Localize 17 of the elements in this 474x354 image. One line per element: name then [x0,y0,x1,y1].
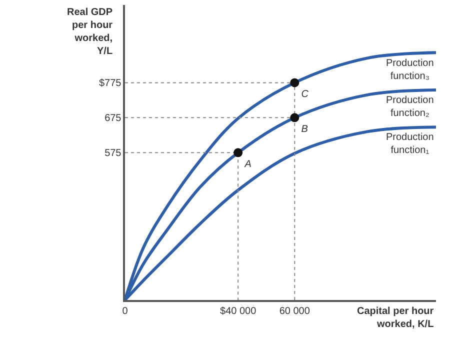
point [290,113,300,122]
point [234,148,243,158]
annotation: C [301,88,310,100]
y-tick-label: 575 [104,148,122,160]
x-tick-label: 0 [122,306,128,317]
x-axis-title: Capital per hour worked, K/L [357,306,434,330]
x-tick-label: $40 000 [220,306,257,317]
y-axis-title: Real GDP per hour worked, Y/L [67,7,113,57]
series-label: Production function₃ [386,58,434,82]
y-tick-label: $775 [99,78,122,90]
y-tick-label: 675 [104,113,122,124]
series-label: Production function₁ [386,132,434,156]
point [290,78,300,88]
annotation: B [301,124,308,135]
x-tick-label: 60 000 [279,306,310,317]
annotation: A [244,158,252,170]
series-label: Production function₂ [386,95,434,119]
